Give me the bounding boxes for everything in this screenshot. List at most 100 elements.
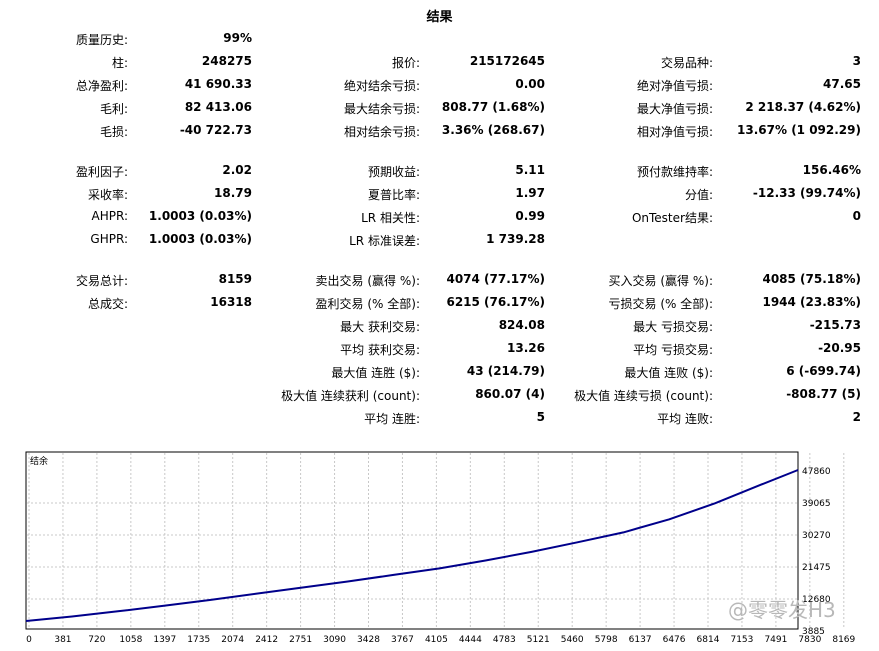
short-trades-label: 卖出交易 (赢得 %): <box>315 274 420 288</box>
ontester-value: 0 <box>852 209 861 223</box>
y-axis-ticks: 47860 39065 30270 21475 12680 3885 <box>802 467 831 637</box>
max-dd-balance-label: 最大结余亏损: <box>343 102 420 116</box>
max-dd-equity-label: 最大净值亏损: <box>636 102 713 116</box>
expected-payoff-value: 5.11 <box>515 163 545 177</box>
x-tick-label: 6476 <box>663 635 686 645</box>
avg-loss-label: 平均 亏损交易: <box>633 343 713 357</box>
largest-loss-label: 最大 亏损交易: <box>633 320 713 334</box>
gross-profit-value: 82 413.06 <box>184 100 252 114</box>
x-tick-label: 4444 <box>459 635 482 645</box>
avg-profit-label: 平均 获利交易: <box>340 343 420 357</box>
loss-trades-value: 1944 (23.83%) <box>762 295 861 309</box>
profit-trades-value: 6215 (76.17%) <box>446 295 545 309</box>
x-tick-label: 1058 <box>119 635 142 645</box>
symbols-value: 3 <box>852 54 861 68</box>
quality-value: 99% <box>223 31 252 45</box>
net-profit-value: 41 690.33 <box>184 77 252 91</box>
sharpe-label: 夏普比率: <box>367 188 420 202</box>
quality-label: 质量历史: <box>75 33 128 47</box>
abs-dd-balance-value: 0.00 <box>515 77 545 91</box>
short-trades-value: 4074 (77.17%) <box>446 272 545 286</box>
recovery-value: 18.79 <box>214 186 252 200</box>
gross-loss-value: -40 722.73 <box>179 123 252 137</box>
bars-value: 248275 <box>201 54 252 68</box>
margin-level-label: 预付款维持率: <box>636 165 713 179</box>
ticks-label: 报价: <box>391 56 420 70</box>
avg-consec-wins-label: 平均 连胜: <box>364 412 420 426</box>
largest-profit-label: 最大 获利交易: <box>340 320 420 334</box>
rel-dd-balance-label: 相对结余亏损: <box>343 125 420 139</box>
chart-plot-area <box>25 451 799 630</box>
lr-corr-label: LR 相关性: <box>361 211 420 225</box>
chart-legend-balance: 结余 <box>30 455 48 467</box>
ahpr-label: AHPR: <box>91 209 128 223</box>
max-consec-wins-label: 最大值 连胜 ($): <box>331 366 420 380</box>
z-score-value: -12.33 (99.74%) <box>752 186 861 200</box>
y-tick-label: 39065 <box>802 499 831 509</box>
maximal-consec-loss-value: -808.77 (5) <box>786 387 861 401</box>
x-tick-label: 2751 <box>289 635 312 645</box>
avg-consec-losses-label: 平均 连败: <box>657 412 713 426</box>
balance-line <box>25 469 799 622</box>
rel-dd-equity-value: 13.67% (1 092.29) <box>737 123 861 137</box>
ticks-value: 215172645 <box>469 54 545 68</box>
report-title: 结果 <box>426 10 453 25</box>
bars-label: 柱: <box>111 56 128 70</box>
max-consec-losses-label: 最大值 连败 ($): <box>624 366 713 380</box>
max-dd-equity-value: 2 218.37 (4.62%) <box>745 100 861 114</box>
rel-dd-balance-value: 3.36% (268.67) <box>441 123 545 137</box>
x-tick-label: 5460 <box>561 635 584 645</box>
x-tick-label: 3767 <box>391 635 414 645</box>
balance-chart: 结余 0 381 720 1058 1397 1735 2074 2412 2751 3090 34… <box>25 451 856 645</box>
avg-profit-value: 13.26 <box>507 341 545 355</box>
abs-dd-equity-label: 绝对净值亏损: <box>636 79 713 93</box>
avg-consec-losses-value: 2 <box>852 410 861 424</box>
max-dd-balance-value: 808.77 (1.68%) <box>441 100 545 114</box>
x-tick-label: 6814 <box>697 635 720 645</box>
lr-corr-value: 0.99 <box>515 209 545 223</box>
x-tick-label: 7830 <box>798 635 821 645</box>
long-trades-value: 4085 (75.18%) <box>762 272 861 286</box>
chart-grid <box>27 453 845 628</box>
total-trades-label: 交易总计: <box>75 274 128 288</box>
maximal-consec-loss-label: 极大值 连续亏损 (count): <box>574 389 713 403</box>
ghpr-label: GHPR: <box>90 232 128 246</box>
z-score-label: 分值: <box>684 188 713 202</box>
net-profit-label: 总净盈利: <box>75 79 128 93</box>
x-tick-label: 1397 <box>153 635 176 645</box>
total-trades-value: 8159 <box>218 272 252 286</box>
sharpe-value: 1.97 <box>515 186 545 200</box>
x-tick-label: 5798 <box>595 635 618 645</box>
largest-loss-value: -215.73 <box>809 318 861 332</box>
max-consec-wins-value: 43 (214.79) <box>466 364 545 378</box>
ontester-label: OnTester结果: <box>631 211 713 225</box>
symbols-label: 交易品种: <box>660 56 713 70</box>
ghpr-value: 1.0003 (0.03%) <box>148 232 252 246</box>
profit-factor-value: 2.02 <box>222 163 252 177</box>
x-tick-label: 381 <box>54 635 71 645</box>
avg-consec-wins-value: 5 <box>536 410 545 424</box>
x-tick-label: 0 <box>26 635 32 645</box>
x-tick-label: 5121 <box>527 635 550 645</box>
recovery-label: 采收率: <box>87 188 128 202</box>
expected-payoff-label: 预期收益: <box>367 165 420 179</box>
profit-trades-label: 盈利交易 (% 全部): <box>315 297 420 311</box>
watermark: @零零发H3 <box>728 598 836 622</box>
rel-dd-equity-label: 相对净值亏损: <box>636 125 713 139</box>
gross-loss-label: 毛损: <box>99 125 128 139</box>
x-tick-label: 7491 <box>764 635 787 645</box>
max-consec-losses-value: 6 (-699.74) <box>786 364 861 378</box>
gross-profit-label: 毛利: <box>99 102 128 116</box>
y-tick-label: 3885 <box>802 627 825 637</box>
loss-trades-label: 亏损交易 (% 全部): <box>608 297 713 311</box>
x-tick-label: 4105 <box>425 635 448 645</box>
y-tick-label: 21475 <box>802 563 831 573</box>
x-tick-label: 4783 <box>493 635 516 645</box>
margin-level-value: 156.46% <box>802 163 861 177</box>
y-tick-label: 30270 <box>802 531 831 541</box>
total-deals-label: 总成交: <box>87 297 128 311</box>
lr-std-value: 1 739.28 <box>486 232 545 246</box>
lr-std-label: LR 标准误差: <box>349 234 420 248</box>
total-deals-value: 16318 <box>210 295 252 309</box>
ahpr-value: 1.0003 (0.03%) <box>148 209 252 223</box>
